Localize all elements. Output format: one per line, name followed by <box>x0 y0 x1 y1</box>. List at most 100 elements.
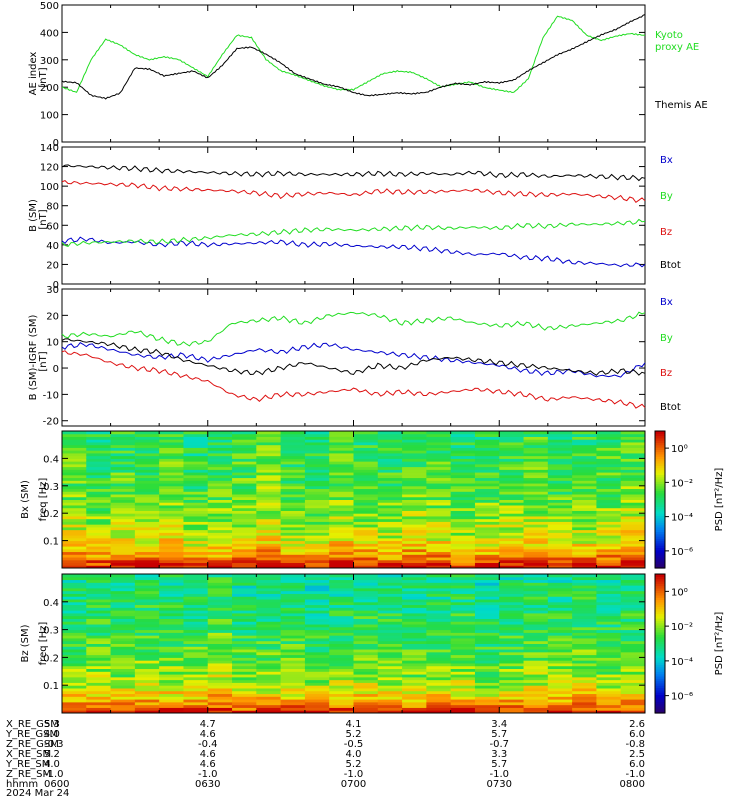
footer-cell: 4.0 <box>346 749 362 760</box>
spectrogram-cell <box>329 679 354 683</box>
spectrogram-cell <box>499 559 525 564</box>
spectrogram-cell <box>474 526 500 531</box>
spectrogram-cell <box>596 696 622 700</box>
spectrogram-cell <box>499 682 525 686</box>
spectrogram-cell <box>62 510 87 514</box>
spectrogram-cell <box>353 587 379 592</box>
spectrogram-cell <box>353 452 379 457</box>
spectrogram-cell <box>523 452 549 457</box>
spectrogram-cell <box>547 640 573 644</box>
spectrogram-cell <box>547 510 573 514</box>
spectrogram-cell <box>596 665 622 670</box>
spectrogram-cell <box>402 524 427 528</box>
spectrogram-cell <box>62 439 87 443</box>
spectrogram-cell <box>159 502 184 506</box>
spectrogram-cell <box>620 439 646 443</box>
spectrogram-cell <box>620 526 646 531</box>
spectrogram-cell <box>620 524 646 528</box>
spectrogram-cell <box>523 496 549 500</box>
spectrogram-cell <box>62 499 87 503</box>
spectrogram-cell <box>183 433 209 437</box>
spectrogram-cell <box>62 546 87 550</box>
spectrogram-cell <box>474 463 500 468</box>
spectrogram-cell <box>256 604 282 608</box>
spectrogram-cell <box>329 607 354 611</box>
spectrogram-cell <box>232 444 257 448</box>
spectrogram-cell <box>402 507 427 511</box>
spectrogram-cell <box>232 701 257 706</box>
spectrogram-cell <box>523 483 549 487</box>
spectrogram-cell <box>86 607 112 611</box>
spectrogram-cell <box>450 601 476 606</box>
spectrogram-cell <box>426 488 452 492</box>
spectrogram-cell <box>523 626 549 631</box>
spectrogram-cell <box>232 515 257 520</box>
spectrogram-cell <box>183 488 209 492</box>
spectrogram-cell <box>572 576 597 581</box>
spectrogram-cell <box>353 502 379 506</box>
spectrogram-cell <box>450 649 476 653</box>
spectrogram-cell <box>620 529 646 533</box>
spectrogram-cell <box>572 693 597 697</box>
spectrogram-cell <box>232 469 257 473</box>
spectrogram-cell <box>499 524 525 528</box>
spectrogram-cell <box>304 535 330 539</box>
spectrogram-cell <box>110 494 136 498</box>
spectrogram-cell <box>523 676 549 681</box>
colorbar-band <box>655 547 665 551</box>
spectrogram-cell <box>183 524 209 528</box>
spectrogram-cell <box>159 543 184 547</box>
spectrogram-cell <box>280 436 306 440</box>
spectrogram-cell <box>353 607 379 611</box>
spectrogram-cell <box>426 646 452 650</box>
spectrogram-cell <box>402 458 427 462</box>
spectrogram-cell <box>134 559 160 564</box>
spectrogram-cell <box>499 543 525 547</box>
spectrogram-cell <box>110 674 136 678</box>
spectrogram-cell <box>62 488 87 492</box>
spectrogram-cell <box>620 707 646 711</box>
spectrogram-cell <box>523 640 549 644</box>
spectrogram-cell <box>232 439 257 443</box>
spectrogram-cell <box>329 524 354 528</box>
spectrogram-cell <box>474 458 500 462</box>
spectrogram-cell <box>402 599 427 603</box>
spectrogram-cell <box>134 640 160 644</box>
spectrogram-cell <box>450 643 476 647</box>
spectrogram-cell <box>159 687 184 692</box>
spectrogram-cell <box>377 562 403 566</box>
spectrogram-cell <box>280 461 306 465</box>
spectrogram-cell <box>62 565 87 569</box>
spectrogram-cell <box>110 433 136 437</box>
spectrogram-cell <box>620 491 646 495</box>
spectrogram-cell <box>547 494 573 498</box>
spectrogram-cell <box>620 657 646 661</box>
spectrogram-cell <box>110 463 136 468</box>
spectrogram-cell <box>280 483 306 487</box>
spectrogram-cell <box>256 643 282 647</box>
spectrogram-cell <box>86 696 112 700</box>
spectrogram-cell <box>183 707 209 711</box>
spectrogram-cell <box>353 585 379 589</box>
spectrogram-cell <box>207 488 233 492</box>
spectrogram-cell <box>110 436 136 440</box>
y-tick-label: 300 <box>40 56 59 67</box>
footer-cell: -1.0 <box>198 769 218 780</box>
spectrogram-cell <box>402 444 427 448</box>
spectrogram-cell <box>426 499 452 503</box>
spectrogram-cell <box>499 601 525 606</box>
spectrogram-cell <box>620 455 646 459</box>
spectrogram-cell <box>523 690 549 695</box>
spectrogram-cell <box>499 676 525 681</box>
spectrogram-cell <box>134 710 160 714</box>
spectrogram-cell <box>183 685 209 689</box>
spectrogram-cell <box>572 461 597 465</box>
spectrogram-cell <box>207 654 233 658</box>
spectrogram-cell <box>207 626 233 631</box>
spectrogram-cell <box>280 699 306 703</box>
spectrogram-cell <box>110 612 136 617</box>
spectrogram-cell <box>523 660 549 664</box>
spectrogram-cell <box>620 546 646 550</box>
spectrogram-cell <box>523 557 549 561</box>
spectrogram-cell <box>499 488 525 492</box>
